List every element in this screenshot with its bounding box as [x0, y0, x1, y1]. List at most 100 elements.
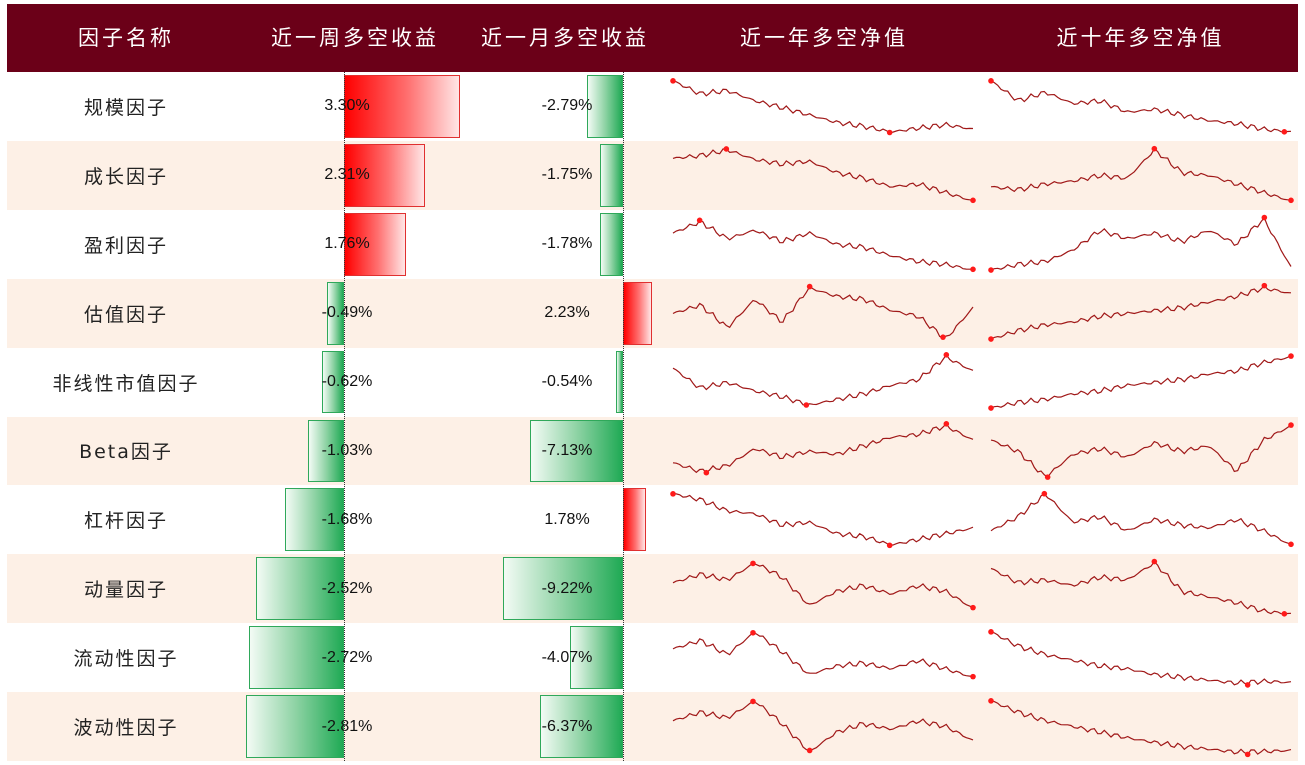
sparkline-min-marker: [703, 469, 710, 475]
factor-name: 规模因子: [83, 96, 168, 119]
sparkline-path: [990, 424, 1292, 478]
year-nav-sparkline: [672, 420, 974, 475]
decade-nav-sparkline: [990, 559, 1292, 617]
table-row: 动量因子 -2.52% -9.22%: [7, 554, 1298, 624]
sparkline-max-marker: [670, 491, 676, 498]
sparkline-min-marker: [988, 335, 994, 342]
sparkline-min-marker: [886, 542, 893, 549]
sparkline-max-marker: [750, 560, 756, 567]
week-return-bar: [248, 626, 344, 690]
sparkline-path: [990, 80, 1292, 133]
month-return-bar: [623, 488, 647, 552]
factor-name: 非线性市值因子: [52, 372, 200, 395]
factor-name: 动量因子: [83, 579, 168, 602]
factor-name: Beta因子: [79, 441, 173, 464]
month-return-label: -4.07%: [541, 648, 593, 666]
sparkline-path: [672, 80, 974, 134]
sparkline-path: [672, 219, 974, 270]
sparkline-path: [990, 560, 1292, 615]
decade-nav-sparkline: [990, 145, 1294, 203]
week-return-label: 2.31%: [324, 166, 370, 184]
sparkline-max-marker: [943, 351, 950, 358]
factor-name: 波动性因子: [73, 717, 179, 740]
year-nav-sparkline: [672, 146, 976, 203]
month-return-label: -6.37%: [541, 717, 593, 735]
month-return-bar: [623, 281, 652, 345]
sparkline-path: [990, 700, 1292, 756]
decade-nav-sparkline: [990, 491, 1294, 548]
month-return-label: 1.78%: [544, 510, 590, 528]
table-row: 估值因子 -0.49% 2.23%: [7, 278, 1298, 348]
table-row: 规模因子 3.30% -2.79%: [7, 72, 1298, 141]
week-return-bar: [307, 419, 344, 483]
header-decade-nav: 近十年多空净值: [1056, 26, 1225, 50]
year-nav-sparkline: [672, 283, 974, 340]
month-return-label: -1.78%: [541, 235, 593, 253]
sparkline-path: [672, 422, 974, 474]
decade-nav-sparkline: [988, 214, 1292, 273]
sparkline-min-marker: [1288, 541, 1294, 548]
sparkline-min-marker: [1244, 682, 1251, 688]
sparkline-min-marker: [1281, 611, 1288, 617]
year-nav-sparkline: [672, 217, 976, 272]
decade-nav-sparkline: [988, 78, 1292, 135]
sparkline-max-marker: [988, 629, 994, 635]
decade-nav-sparkline: [990, 421, 1294, 480]
table-row: Beta因子 -1.03% -7.13%: [7, 416, 1298, 486]
sparkline-path: [990, 147, 1292, 201]
sparkline-min-marker: [1281, 129, 1288, 135]
year-nav-sparkline: [672, 560, 976, 611]
month-return-bar: [570, 626, 623, 690]
factor-name: 流动性因子: [73, 648, 179, 671]
week-return-label: -1.68%: [321, 510, 373, 528]
week-return-label: -0.62%: [321, 373, 373, 391]
header-year-nav: 近一年多空净值: [740, 26, 908, 50]
month-return-bar: [503, 557, 623, 621]
table-row: 成长因子 2.31% -1.75%: [7, 140, 1298, 210]
factor-name: 杠杆因子: [83, 510, 168, 533]
week-return-label: 3.30%: [324, 97, 370, 115]
week-return-bar: [245, 695, 344, 758]
sparkline-min-marker: [970, 674, 976, 680]
sparkline-max-marker: [750, 630, 756, 636]
header-week-return: 近一周多空收益: [271, 26, 439, 50]
table-row: 杠杆因子 -1.68% 1.78%: [7, 485, 1298, 554]
sparkline-max-marker: [988, 78, 994, 84]
month-return-bar: [615, 350, 623, 414]
header-month-return: 近一月多空收益: [481, 26, 649, 50]
sparkline-max-marker: [696, 217, 703, 223]
sparkline-path: [672, 632, 974, 678]
sparkline-path: [990, 631, 1292, 686]
sparkline-max-marker: [1041, 491, 1048, 497]
table-row: 波动性因子 -2.81% -6.37%: [7, 692, 1298, 761]
week-return-bar: [322, 350, 344, 414]
year-nav-sparkline: [672, 630, 976, 680]
table-header: 因子名称 近一周多空收益 近一月多空收益 近一年多空净值 近十年多空净值: [7, 4, 1298, 72]
week-return-label: -2.81%: [321, 717, 373, 735]
sparkline-max-marker: [750, 698, 756, 705]
decade-nav-sparkline: [988, 352, 1294, 411]
factor-name: 成长因子: [83, 165, 168, 188]
week-return-label: -1.03%: [321, 441, 373, 459]
week-return-bar: [255, 557, 344, 621]
sparkline-max-marker: [943, 420, 950, 427]
decade-nav-sparkline: [988, 282, 1292, 342]
month-return-label: -0.54%: [541, 373, 593, 391]
sparkline-path: [672, 148, 974, 201]
week-return-label: -2.52%: [321, 579, 373, 597]
sparkline-min-marker: [970, 266, 976, 272]
month-return-bar: [600, 143, 623, 207]
month-return-label: -1.75%: [541, 166, 593, 184]
decade-nav-sparkline: [988, 629, 1292, 688]
sparkline-path: [990, 284, 1292, 340]
year-nav-sparkline: [670, 78, 974, 136]
sparkline-path: [990, 355, 1292, 409]
month-return-bar: [599, 212, 623, 276]
sparkline-path: [672, 285, 974, 338]
sparkline-min-marker: [1288, 197, 1294, 203]
month-return-label: -2.79%: [541, 97, 593, 115]
sparkline-min-marker: [806, 747, 813, 754]
table-row: 非线性市值因子 -0.62% -0.54%: [7, 348, 1298, 417]
sparkline-min-marker: [803, 401, 810, 408]
sparkline-min-marker: [970, 197, 976, 203]
